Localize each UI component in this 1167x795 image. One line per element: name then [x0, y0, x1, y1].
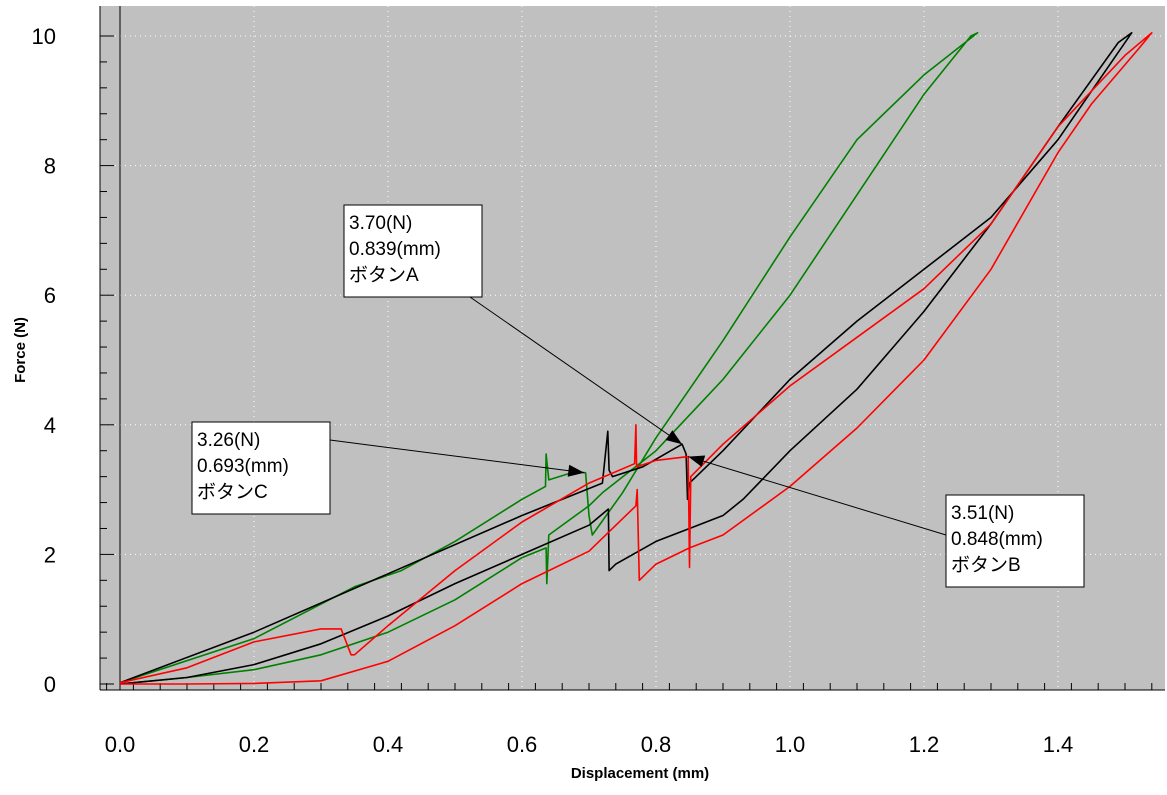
x-tick-label: 1.0: [775, 732, 806, 757]
series-line: [119, 31, 1133, 685]
x-tick-label: 0.4: [373, 732, 404, 757]
annotation-text: ボタンA: [349, 264, 419, 286]
annotation-leader-line: [329, 439, 585, 474]
annotation-text: 0.839(mm): [349, 239, 441, 260]
x-tick-labels: 0.0 0.2 0.4 0.6 0.8 1.0 1.2 1.4: [105, 732, 1074, 757]
annotation-arrowhead: [688, 455, 706, 467]
x-tick-label: 0.0: [105, 732, 136, 757]
x-tick-label: 0.2: [239, 732, 270, 757]
x-tick-label: 0.8: [641, 732, 672, 757]
annotation-box: [191, 421, 331, 515]
y-tick-label: 8: [44, 154, 56, 179]
y-axis-title: Force (N): [12, 317, 29, 383]
y-tick-label: 4: [44, 413, 56, 438]
series-line: [119, 31, 1153, 685]
annotation-layer: 3.70(N) 0.839(mm) ボタンA 3.26(N) 0.693(mm) ボタンC…: [191, 204, 1085, 588]
y-tick-label: 2: [44, 542, 56, 567]
y-tick-label: 0: [44, 672, 56, 697]
series-line: [119, 31, 979, 685]
annotation-leader-line: [469, 296, 683, 445]
x-tick-label: 0.6: [507, 732, 538, 757]
annotation-leader-line: [688, 456, 947, 536]
annotation-arrowhead: [567, 464, 585, 477]
annotation-arrowhead: [665, 430, 683, 445]
x-tick-label: 1.4: [1043, 732, 1074, 757]
annotation-text: 3.26(N): [197, 430, 260, 451]
x-axis-title: Displacement (mm): [571, 765, 709, 782]
annotation-box: [945, 494, 1085, 588]
annotation-box: [343, 204, 483, 298]
annotation-text: ボタンB: [951, 554, 1021, 576]
annotation-text: 0.693(mm): [197, 456, 289, 477]
annotation-text: 3.51(N): [951, 503, 1014, 524]
series-layer: [119, 31, 1153, 685]
y-tick-label: 10: [32, 24, 56, 49]
y-tick-label: 6: [44, 283, 56, 308]
y-tick-labels: 0 2 4 6 8 10: [32, 24, 56, 697]
annotation-text: 0.848(mm): [951, 529, 1043, 550]
annotation-text: 3.70(N): [349, 213, 412, 234]
x-tick-label: 1.2: [909, 732, 940, 757]
annotation-text: ボタンC: [197, 481, 268, 503]
